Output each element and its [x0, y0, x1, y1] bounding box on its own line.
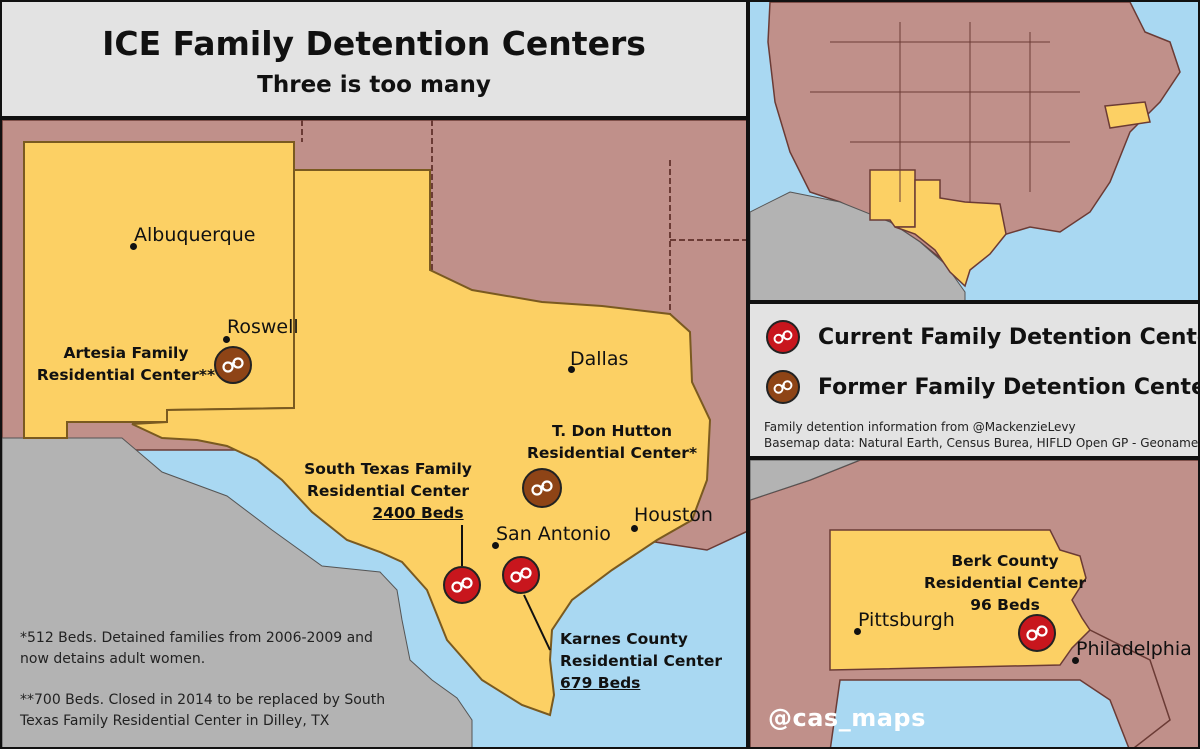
pa-inset-panel: Pittsburgh Philadelphia Berk County Resi…	[748, 458, 1200, 749]
philadelphia-dot	[1072, 657, 1079, 664]
south-texas-handcuffs-icon[interactable]	[443, 566, 481, 604]
pa-inset-highlight	[1104, 101, 1151, 129]
mexico-inset	[750, 191, 966, 300]
main-map-panel: Albuquerque Roswell Dallas Houston San A…	[0, 118, 748, 749]
hutton-label: T. Don Hutton Residential Center*	[526, 422, 698, 462]
usa-inset-svg	[750, 2, 1198, 300]
city-dallas: Dallas	[570, 348, 629, 370]
karnes-handcuffs-icon[interactable]	[502, 556, 540, 594]
city-san-antonio: San Antonio	[496, 523, 611, 545]
berks-handcuffs-icon[interactable]	[1018, 614, 1056, 652]
new-mexico-state	[23, 141, 295, 439]
artesia-handcuffs-icon[interactable]	[214, 346, 252, 384]
legend-former-handcuffs-icon	[766, 370, 800, 404]
legend-former: Former Family Detention Center	[766, 370, 1198, 404]
pittsburgh-dot	[854, 628, 861, 635]
map-title: ICE Family Detention Centers	[102, 24, 646, 63]
legend-panel: Current Family Detention Center Former F…	[748, 302, 1200, 458]
albuquerque-dot	[130, 243, 137, 250]
city-roswell: Roswell	[227, 316, 299, 338]
legend-current-handcuffs-icon	[766, 320, 800, 354]
mexico-landmass	[2, 437, 473, 747]
tx-inset-highlight	[894, 179, 1007, 288]
footnote-artesia: **700 Beds. Closed in 2014 to be replace…	[20, 692, 386, 729]
texas-state	[131, 169, 712, 717]
pa-inset-svg	[750, 460, 1198, 747]
san-antonio-dot	[492, 542, 499, 549]
city-albuquerque: Albuquerque	[134, 224, 256, 246]
credit-source: Family detention information from @Macke…	[764, 420, 1076, 434]
roswell-dot	[223, 336, 230, 343]
main-map-svg	[2, 120, 746, 747]
south-texas-label: South Texas Family Residential Center 24…	[304, 460, 472, 522]
legend-current: Current Family Detention Center	[766, 320, 1198, 354]
houston-dot	[631, 525, 638, 532]
credit-basemap: Basemap data: Natural Earth, Census Bure…	[764, 436, 1200, 450]
watermark: @cas_maps	[768, 704, 926, 732]
karnes-label: Karnes County Residential Center 679 Bed…	[560, 630, 723, 692]
hutton-handcuffs-icon[interactable]	[522, 468, 562, 508]
artesia-label: Artesia Family Residential Center**	[36, 344, 216, 384]
nm-inset-highlight	[869, 169, 916, 228]
dallas-dot	[568, 366, 575, 373]
city-houston: Houston	[634, 504, 713, 526]
city-philadelphia: Philadelphia	[1076, 638, 1192, 660]
map-subtitle: Three is too many	[257, 72, 491, 98]
berks-label: Berk County Residential Center 96 Beds	[923, 552, 1086, 614]
usa-inset-panel	[748, 0, 1200, 302]
city-pittsburgh: Pittsburgh	[858, 609, 955, 631]
footnote-hutton: *512 Beds. Detained families from 2006-2…	[20, 630, 373, 667]
title-panel: ICE Family Detention Centers Three is to…	[0, 0, 748, 118]
